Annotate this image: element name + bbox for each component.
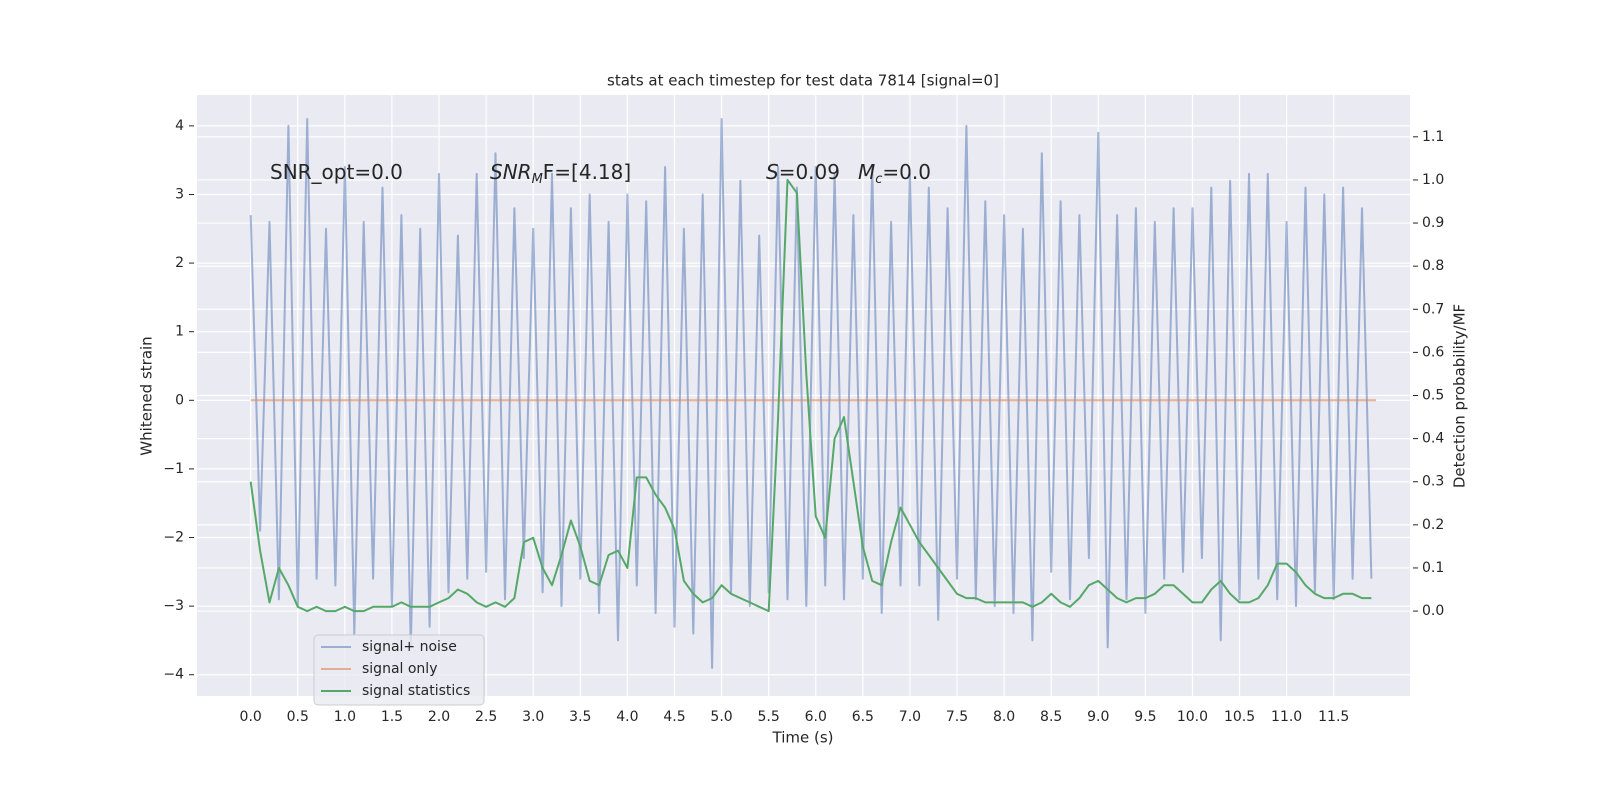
y-tick-label: 2 <box>175 255 184 271</box>
y2-tick-label: 0.8 <box>1422 258 1444 274</box>
y2-tick-label: 0.1 <box>1422 560 1444 576</box>
annotation-main: S <box>766 160 779 184</box>
y-tick-label: 3 <box>175 186 184 202</box>
marks <box>249 118 1377 669</box>
annotation-sub: M <box>532 172 543 187</box>
chart-title: stats at each timestep for test data 781… <box>607 72 999 90</box>
x-tick-label: 11.0 <box>1271 709 1302 725</box>
legend-box <box>313 634 485 706</box>
labels: 0.0 0.5 1.0 1.5 2.0 2.5 3.0 3.5 4.0 4.5 5.0 5.5 6.0 6… <box>163 118 1444 725</box>
x-tick-label: 4.0 <box>616 709 638 725</box>
annotation-rest: F=[4.18] <box>543 160 631 184</box>
y-tick-label: 1 <box>175 324 184 340</box>
x-tick-label: 2.0 <box>428 709 450 725</box>
y2-tick-label: 1.0 <box>1422 172 1444 188</box>
x-tick-label: 10.0 <box>1177 709 1208 725</box>
y-tick-label: −4 <box>163 667 184 683</box>
y-tick-label: 4 <box>175 118 184 134</box>
y-tick-label: −3 <box>163 598 184 614</box>
series-line <box>249 178 1372 613</box>
legend-label: signal statistics <box>362 683 470 699</box>
x-tick-label: 5.5 <box>758 709 780 725</box>
y2-tick-label: 0.9 <box>1422 215 1444 231</box>
y2-tick-label: 1.1 <box>1422 129 1444 145</box>
x-tick-label: 3.0 <box>522 709 544 725</box>
y2-axis-label: Detection probability/MF <box>1451 304 1469 488</box>
annotation-rest: =0.09 <box>779 160 840 184</box>
y-tick-label: −1 <box>163 461 184 477</box>
x-tick-label: 0.0 <box>240 709 262 725</box>
y-tick-label: 0 <box>175 392 184 408</box>
x-tick-label: 7.0 <box>899 709 921 725</box>
x-tick-label: 9.5 <box>1134 709 1156 725</box>
annotation-main: SNR <box>490 160 532 184</box>
x-tick-label: 10.5 <box>1224 709 1255 725</box>
annotation-rest: =0.0 <box>882 160 931 184</box>
x-tick-label: 1.5 <box>381 709 403 725</box>
annotation: Mc=0.0 <box>858 160 931 187</box>
x-axis-label: Time (s) <box>772 729 834 747</box>
y2-tick-label: 0.3 <box>1422 474 1444 490</box>
legend-label: signal only <box>362 661 437 677</box>
y2-tick-label: 0.4 <box>1422 431 1444 447</box>
x-tick-label: 5.0 <box>710 709 732 725</box>
y2-tick-label: 0.6 <box>1422 344 1444 360</box>
x-tick-label: 8.0 <box>993 709 1015 725</box>
x-tick-label: 11.5 <box>1318 709 1349 725</box>
x-tick-label: 1.0 <box>334 709 356 725</box>
legend-label: signal+ noise <box>362 639 457 655</box>
annotation-sub: c <box>875 172 882 187</box>
x-tick-label: 6.0 <box>805 709 827 725</box>
x-tick-label: 9.0 <box>1087 709 1109 725</box>
x-tick-label: 7.5 <box>946 709 968 725</box>
x-tick-label: 2.5 <box>475 709 497 725</box>
x-tick-label: 6.5 <box>852 709 874 725</box>
annotation: S=0.09 <box>766 160 840 184</box>
y2-tick-label: 0.0 <box>1422 603 1444 619</box>
x-tick-label: 8.5 <box>1040 709 1062 725</box>
y2-tick-label: 0.2 <box>1422 517 1444 533</box>
annotation: SNR_opt=0.0 <box>270 160 403 184</box>
y2-tick-label: 0.7 <box>1422 301 1444 317</box>
x-tick-label: 0.5 <box>287 709 309 725</box>
annotation: SNRMF=[4.18] <box>490 160 631 187</box>
series-line <box>249 118 1373 669</box>
x-tick-label: 3.5 <box>569 709 591 725</box>
annotation-main: SNR_opt=0.0 <box>270 160 403 184</box>
y2-tick-label: 0.5 <box>1422 388 1444 404</box>
y-tick-label: −2 <box>163 530 184 546</box>
annotation-main: M <box>858 160 875 184</box>
y-axis-label: Whitened strain <box>138 336 156 455</box>
x-tick-label: 4.5 <box>663 709 685 725</box>
